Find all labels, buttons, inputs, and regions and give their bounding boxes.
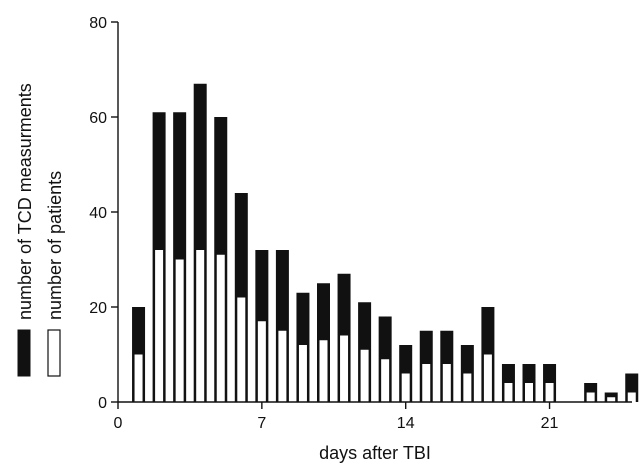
bar-patients [237,297,246,402]
bar-patients [483,354,492,402]
x-axis-label: days after TBI [319,443,431,463]
bar-patients [155,250,164,402]
x-tick-label: 0 [114,415,123,432]
bar-patients [134,354,143,402]
bar-patients [360,349,369,402]
bar-patients [545,383,554,402]
legend-label-measurements: number of TCD measurments [15,83,35,320]
bar-patients [586,392,595,402]
legend-swatch-patients [47,329,61,377]
bar-patients [607,397,616,402]
ticks-layer: 0 20 40 60 80 0 7 14 21 [89,15,558,432]
bars-layer [132,83,639,402]
bar-patients [175,259,184,402]
x-tick-label: 21 [541,415,559,432]
y-tick-label: 20 [89,300,107,317]
legend-swatch-measurements [17,329,31,377]
x-tick-label: 14 [397,415,415,432]
bar-patients [525,383,533,402]
y-tick-label: 0 [98,395,107,412]
bar-patients [463,373,472,402]
bar-patients [196,250,205,402]
legend: number of TCD measurments number of pati… [15,83,65,377]
legend-label-patients: number of patients [45,171,65,320]
bar-patients [298,345,307,402]
bar-patients [216,254,225,402]
y-tick-label: 80 [89,15,107,32]
bar-patients [422,364,431,402]
bar-patients [340,335,349,402]
bar-patients [381,359,390,402]
y-tick-label: 40 [89,205,107,222]
bar-patients [278,330,287,402]
bar-patients [504,383,513,402]
y-tick-label: 60 [89,110,107,127]
bar-patients [627,392,636,402]
bar-patients [319,340,328,402]
bar-patients [401,373,410,402]
x-tick-label: 7 [257,415,266,432]
bar-patients [257,321,266,402]
bar-patients [442,364,451,402]
